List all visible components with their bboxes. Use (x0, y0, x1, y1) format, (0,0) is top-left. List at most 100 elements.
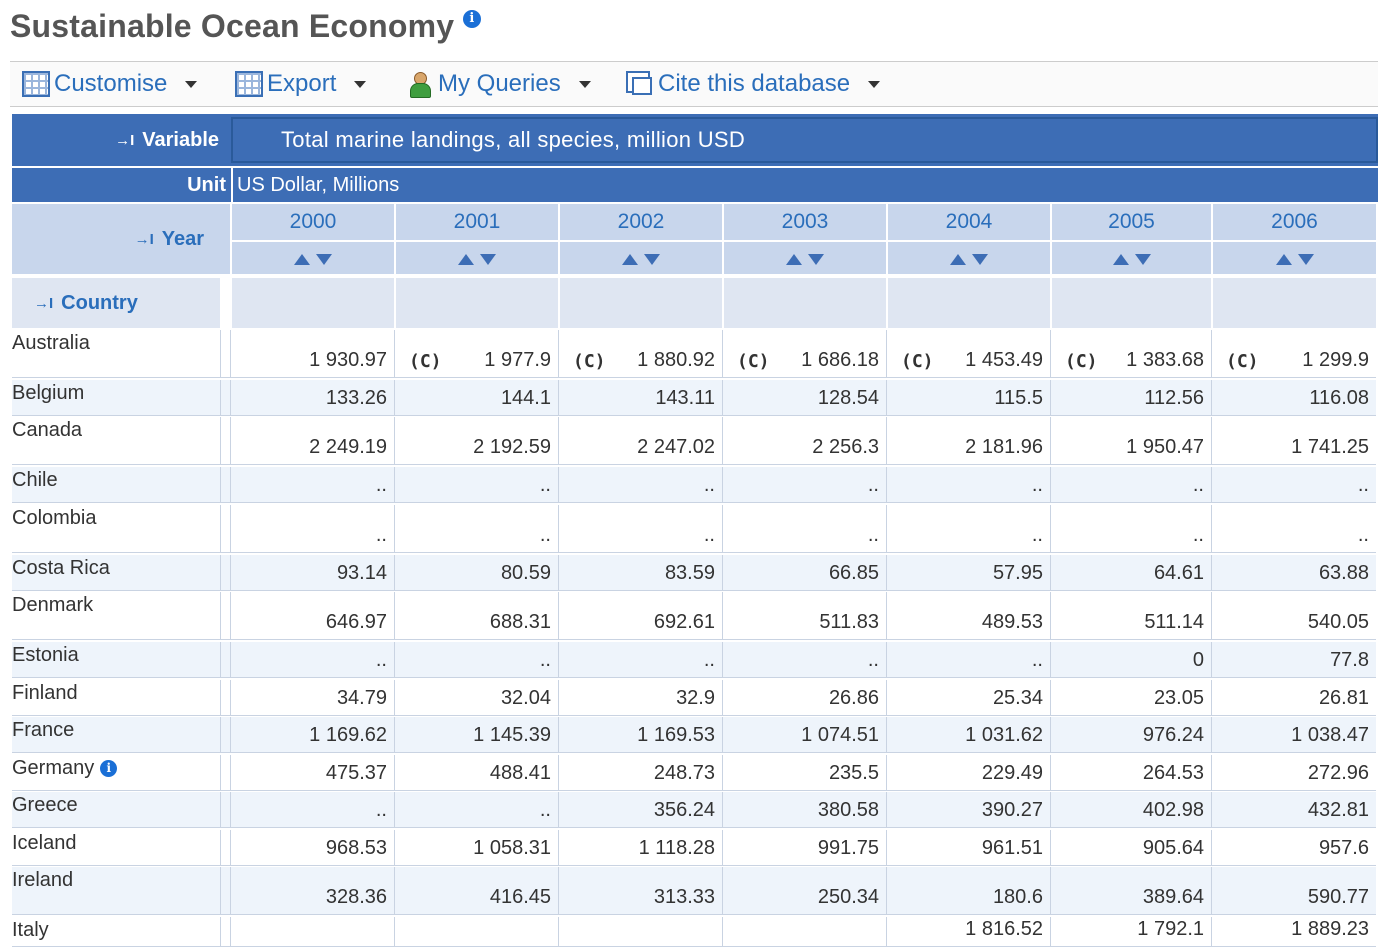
table-row: Finland 34.79 32.04 32.9 26.86 25.34 23.05 26.8… (12, 680, 1376, 716)
cell-value: 26.86 (828, 687, 879, 709)
cell-value: .. (1192, 524, 1204, 546)
cite-label[interactable]: Cite this database (658, 70, 851, 97)
table-cell: 1 169.62 (230, 717, 394, 753)
cell-value: 432.81 (1307, 799, 1369, 821)
cell-value: .. (539, 524, 551, 546)
sort-controls (232, 240, 394, 276)
year-value: 2005 (1108, 210, 1155, 233)
sort-ascending-icon[interactable] (1275, 253, 1292, 265)
sort-descending-icon[interactable] (1134, 253, 1151, 265)
chevron-down-icon[interactable] (578, 80, 591, 88)
country-name-text: France (12, 719, 75, 741)
table-cell: (C) 1 686.18 (722, 330, 886, 378)
confidential-flag: (C) (901, 351, 934, 372)
sort-ascending-icon[interactable] (622, 253, 638, 265)
sort-descending-icon[interactable] (1297, 253, 1314, 265)
table-cell: .. (1050, 467, 1211, 503)
cell-value: 646.97 (325, 611, 387, 633)
table-cell: 416.45 (394, 867, 558, 915)
table-cell: 32.9 (558, 680, 722, 716)
sort-descending-icon[interactable] (480, 253, 496, 265)
confidential-flag: (C) (573, 351, 606, 372)
cell-value: 66.85 (828, 562, 879, 584)
table-cell: 2 181.96 (886, 417, 1050, 465)
country-label[interactable]: →I Country (12, 278, 220, 328)
sort-ascending-icon[interactable] (950, 253, 966, 265)
table-cell: 128.54 (722, 380, 886, 416)
table-cell: 1 074.51 (722, 717, 886, 753)
cell-value: 1 741.25 (1291, 436, 1369, 458)
pivot-arrow-icon: →I (115, 131, 135, 149)
sort-descending-icon[interactable] (644, 253, 660, 265)
unit-header: Unit US Dollar, Millions (12, 168, 1378, 202)
confidential-flag: (C) (1226, 351, 1259, 372)
cell-value: 235.5 (828, 762, 879, 784)
table-cell: .. (886, 642, 1050, 678)
chevron-down-icon[interactable] (354, 80, 367, 88)
customise-menu[interactable]: Customise (22, 69, 198, 99)
sort-ascending-icon[interactable] (458, 253, 474, 265)
country-name: Chile (12, 469, 220, 492)
year-column-header: 2005 (1050, 204, 1211, 274)
table-cell: 590.77 (1211, 867, 1376, 915)
variable-header: →I Variable Total marine landings, all sp… (12, 114, 1378, 166)
cell-value: .. (867, 474, 879, 496)
export-label[interactable]: Export (267, 70, 337, 97)
my-queries-label[interactable]: My Queries (438, 70, 561, 97)
sort-ascending-icon[interactable] (786, 253, 802, 265)
unit-label: Unit (187, 173, 226, 196)
confidential-flag: (C) (1065, 351, 1098, 372)
table-cell: 488.41 (394, 755, 558, 791)
export-menu[interactable]: Export (235, 69, 367, 99)
sort-descending-icon[interactable] (972, 253, 988, 265)
cell-value: 2 181.96 (965, 436, 1043, 458)
table-cell: 115.5 (886, 380, 1050, 416)
country-name: Costa Rica (12, 557, 220, 580)
info-icon[interactable]: i (463, 10, 481, 28)
cell-value: .. (703, 524, 715, 546)
my-queries-menu[interactable]: My Queries (406, 69, 591, 99)
table-cell: 1 792.1 (1050, 917, 1211, 947)
chevron-down-icon[interactable] (868, 80, 881, 88)
cell-value: 26.81 (1318, 687, 1369, 709)
country-name-text: Costa Rica (12, 557, 110, 579)
cell-value: 116.08 (1309, 387, 1369, 409)
table-cell: 905.64 (1050, 830, 1211, 866)
table-cell: (C) 1 299.9 (1211, 330, 1376, 378)
customise-label[interactable]: Customise (54, 70, 168, 97)
sort-ascending-icon[interactable] (294, 253, 310, 265)
table-row: Denmark 646.97 688.31 692.61 511.83 489.53 511… (12, 592, 1376, 640)
table-cell: 511.14 (1050, 592, 1211, 640)
table-row: Ireland 328.36 416.45 313.33 250.34 180.6 389.… (12, 867, 1376, 915)
cell-value: 328.36 (325, 886, 387, 908)
cell-value: 143.11 (655, 387, 715, 409)
table-cell: .. (1211, 467, 1376, 503)
info-icon[interactable]: i (100, 760, 118, 777)
variable-label[interactable]: →I Variable (12, 114, 229, 166)
table-row: France 1 169.62 1 145.39 1 169.53 1 074.51 1 … (12, 717, 1376, 753)
year-value: 2003 (781, 210, 829, 233)
table-cell: 133.26 (230, 380, 394, 416)
cell-value: 1 169.62 (309, 724, 387, 746)
table-cell: 1 889.23 (1211, 917, 1376, 947)
table-cell: 1 169.53 (558, 717, 722, 753)
table-cell: (C) 1 880.92 (558, 330, 722, 378)
table-cell: 248.73 (558, 755, 722, 791)
year-value: 2001 (453, 210, 501, 233)
sort-descending-icon[interactable] (316, 253, 332, 265)
table-cell: 235.5 (722, 755, 886, 791)
table-cell: 961.51 (886, 830, 1050, 866)
cite-menu[interactable]: Cite this database (626, 69, 881, 99)
cell-value: 1 299.9 (1302, 349, 1369, 371)
table-cell: 328.36 (230, 867, 394, 915)
sort-ascending-icon[interactable] (1112, 253, 1129, 265)
sort-descending-icon[interactable] (808, 253, 824, 265)
year-label[interactable]: →I Year (12, 204, 230, 274)
chevron-down-icon[interactable] (185, 80, 198, 88)
table-cell: 511.83 (722, 592, 886, 640)
cell-value: 380.58 (817, 799, 879, 821)
table-cell: .. (394, 642, 558, 678)
table-cell: .. (886, 467, 1050, 503)
table-cell: .. (1050, 505, 1211, 553)
cell-value: 1 880.92 (637, 349, 715, 371)
